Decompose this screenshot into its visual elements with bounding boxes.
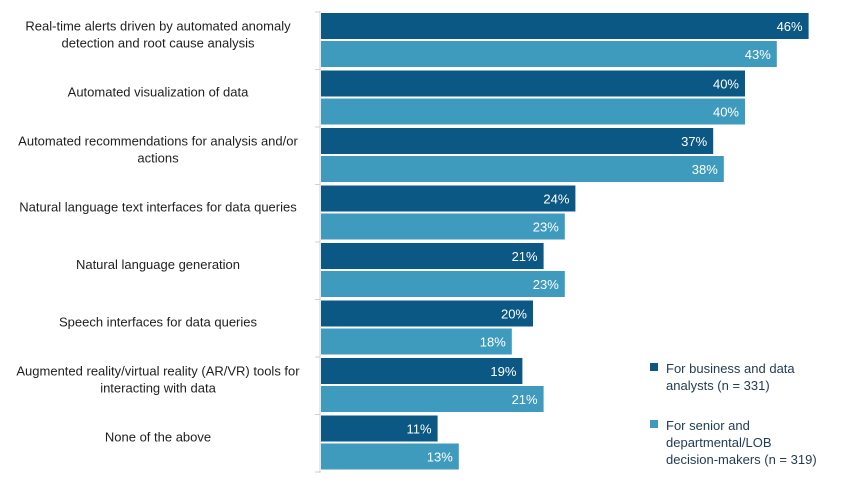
- category-label: None of the above: [105, 429, 211, 444]
- data-label: 43%: [745, 47, 771, 62]
- category-label-line: Automated recommendations for analysis a…: [18, 133, 298, 148]
- category-label: Automated visualization of data: [68, 84, 249, 99]
- data-label: 23%: [533, 220, 559, 235]
- legend-entry-line: For senior and: [666, 418, 750, 433]
- category-label-line: Augmented reality/virtual reality (AR/VR…: [16, 363, 300, 378]
- data-label: 11%: [407, 422, 432, 437]
- data-label: 38%: [692, 162, 718, 177]
- legend-entry-line: analysts (n = 331): [666, 378, 770, 393]
- data-label: 20%: [501, 307, 527, 322]
- category-label: Natural language text interfaces for dat…: [19, 199, 297, 214]
- category-label: Augmented reality/virtual reality (AR/VR…: [16, 363, 300, 395]
- bar: [321, 98, 745, 125]
- category-label-line: Natural language text interfaces for dat…: [19, 199, 297, 214]
- category-label: Real-time alerts driven by automated ano…: [25, 18, 291, 50]
- data-label: 18%: [480, 335, 506, 350]
- category-label: Speech interfaces for data queries: [59, 314, 258, 329]
- bar: [321, 13, 809, 39]
- bar: [321, 300, 533, 327]
- bars-layer: 46% 43% 40% 40% 37% 38% 24% 23% 21% 23% 20% 18% 19% 2…: [321, 13, 809, 470]
- bar: [321, 128, 714, 154]
- data-label: 24%: [543, 192, 569, 207]
- data-label: 13%: [427, 450, 453, 465]
- data-label: 23%: [533, 277, 559, 292]
- legend-entry: For business and data analysts (n = 331): [666, 361, 795, 393]
- bar: [321, 156, 724, 182]
- category-label-line: Real-time alerts driven by automated ano…: [25, 18, 291, 33]
- bar: [321, 41, 777, 67]
- data-label: 46%: [777, 19, 803, 34]
- data-label: 19%: [490, 364, 516, 379]
- bar: [321, 415, 438, 442]
- bar: [321, 185, 576, 212]
- legend-entry-line: For business and data: [666, 361, 795, 376]
- legend-swatch: [650, 420, 658, 428]
- data-label: 37%: [681, 134, 707, 149]
- legend-swatch: [650, 363, 658, 371]
- category-label-line: actions: [137, 150, 179, 165]
- bar: [321, 243, 544, 269]
- data-label: 21%: [512, 392, 538, 407]
- category-label: Natural language generation: [76, 257, 240, 272]
- data-label: 21%: [512, 249, 538, 264]
- legend-entry-line: decision-makers (n = 319): [666, 452, 817, 467]
- legend-entry: For senior and departmental/LOB decision-m…: [666, 418, 817, 467]
- category-labels: Real-time alerts driven by automated ano…: [16, 18, 300, 444]
- axis-layer: [315, 11, 321, 473]
- category-label-line: Speech interfaces for data queries: [59, 314, 258, 329]
- data-label: 40%: [713, 77, 739, 92]
- category-label-line: detection and root cause analysis: [62, 35, 255, 50]
- category-label-line: interacting with data: [100, 380, 216, 395]
- data-label: 40%: [713, 105, 739, 120]
- category-label: Automated recommendations for analysis a…: [18, 133, 298, 165]
- bar: [321, 443, 459, 470]
- bar: [321, 213, 565, 240]
- bar: [321, 70, 745, 97]
- legend-entry-line: departmental/LOB: [666, 435, 772, 450]
- category-label-line: None of the above: [105, 429, 211, 444]
- bar: [321, 271, 565, 297]
- legend: For business and data analysts (n = 331)F…: [650, 361, 817, 467]
- bar: [321, 358, 523, 384]
- category-label-line: Natural language generation: [76, 257, 240, 272]
- bar: [321, 386, 544, 412]
- bar: [321, 328, 512, 355]
- category-label-line: Automated visualization of data: [68, 84, 249, 99]
